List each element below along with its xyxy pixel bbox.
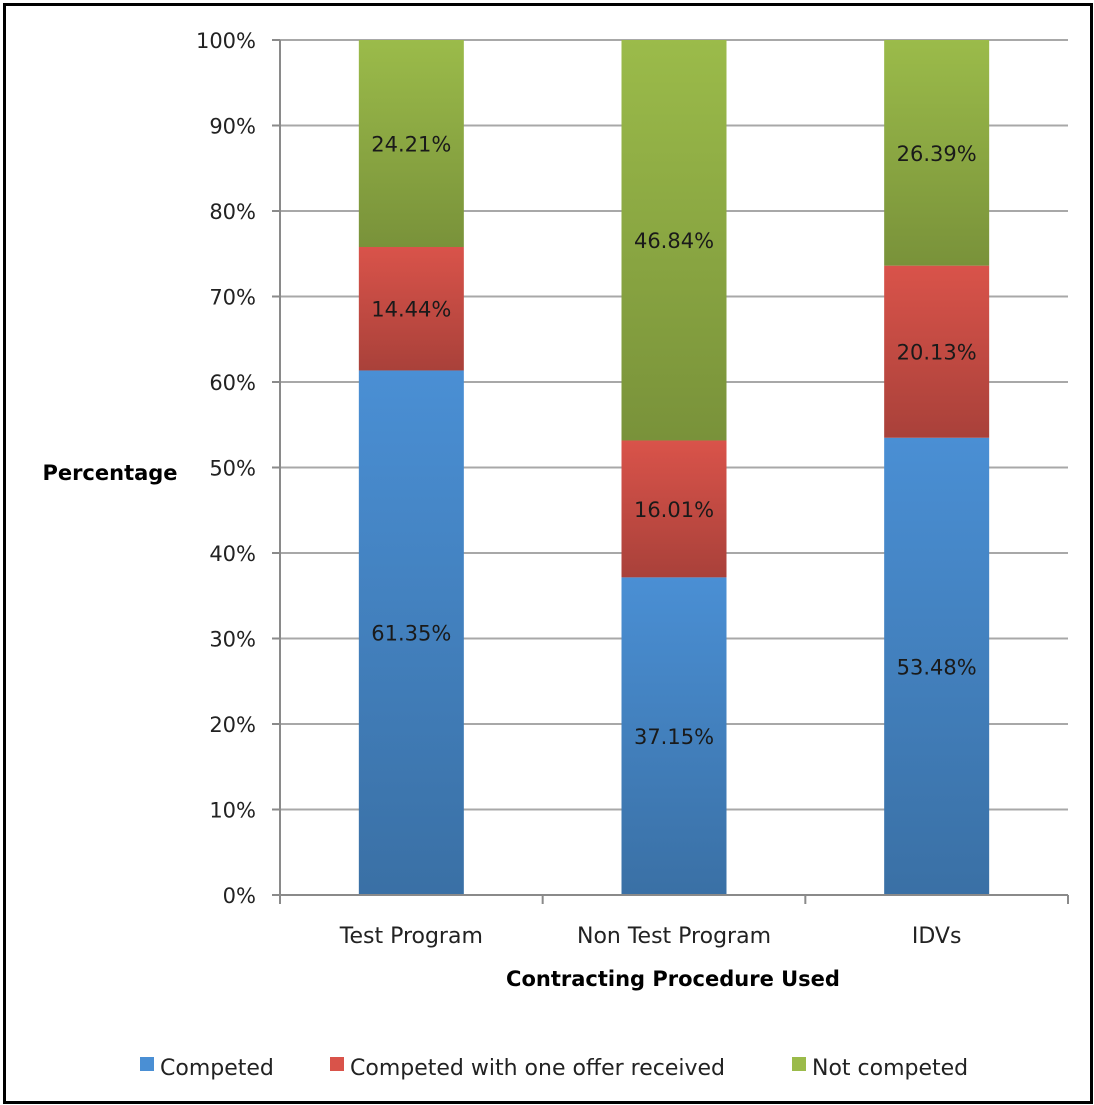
legend-label-2: Not competed [812, 1056, 968, 1081]
y-tick-label-9: 90% [209, 115, 256, 139]
bar-not-competed-idvs [884, 40, 990, 266]
data-label: 37.15% [634, 725, 714, 749]
data-label: 46.84% [634, 229, 714, 253]
legend-swatch-2 [792, 1057, 806, 1071]
y-tick-label-6: 60% [209, 371, 256, 395]
legend-swatch-1 [330, 1057, 344, 1071]
x-tick-label-0: Test Program [339, 924, 483, 949]
y-tick-label-0: 0% [223, 884, 256, 908]
data-labels: 61.35% 14.44% 24.21% 37.15% 16.01% 46.84% 53.4… [371, 132, 976, 749]
y-tick-label-7: 70% [209, 286, 256, 310]
bar-not-competed-non-test-program [621, 40, 727, 441]
bar-competed-non-test-program [621, 577, 727, 895]
y-tick-label-4: 40% [209, 542, 256, 566]
data-label: 26.39% [897, 142, 977, 166]
x-axis-title: Contracting Procedure Used [506, 967, 840, 991]
data-label: 20.13% [897, 341, 977, 365]
y-tick-label-1: 10% [209, 799, 256, 823]
legend: Competed Competed with one offer received… [140, 1056, 968, 1081]
legend-label-0: Competed [160, 1056, 274, 1081]
axes: 0% 10% 20% 30% 40% 50% 60% 70% 80% 90% 100% Test Pr… [196, 29, 1069, 949]
legend-swatch-0 [140, 1057, 154, 1071]
y-tick-label-10: 100% [196, 29, 256, 53]
data-label: 16.01% [634, 498, 714, 522]
data-label: 14.44% [371, 298, 451, 322]
bar-competed-test-program [358, 370, 464, 895]
bar-competed-idvs [884, 437, 990, 895]
y-axis-title: Percentage [42, 461, 177, 485]
data-label: 53.48% [897, 655, 977, 679]
data-label: 24.21% [371, 132, 451, 156]
x-tick-label-2: IDVs [912, 924, 962, 949]
y-tick-label-5: 50% [209, 457, 256, 481]
bar-competed-with-one-offer-received-test-program [358, 246, 464, 371]
bar-competed-with-one-offer-received-non-test-program [621, 440, 727, 578]
y-tick-label-3: 30% [209, 628, 256, 652]
y-tick-label-2: 20% [209, 713, 256, 737]
data-label: 61.35% [371, 622, 451, 646]
y-tick-label-8: 80% [209, 200, 256, 224]
bar-not-competed-test-program [358, 40, 464, 247]
bars [358, 40, 990, 895]
bar-competed-with-one-offer-received-idvs [884, 265, 990, 438]
x-tick-label-1: Non Test Program [577, 924, 771, 949]
legend-label-1: Competed with one offer received [350, 1056, 725, 1081]
